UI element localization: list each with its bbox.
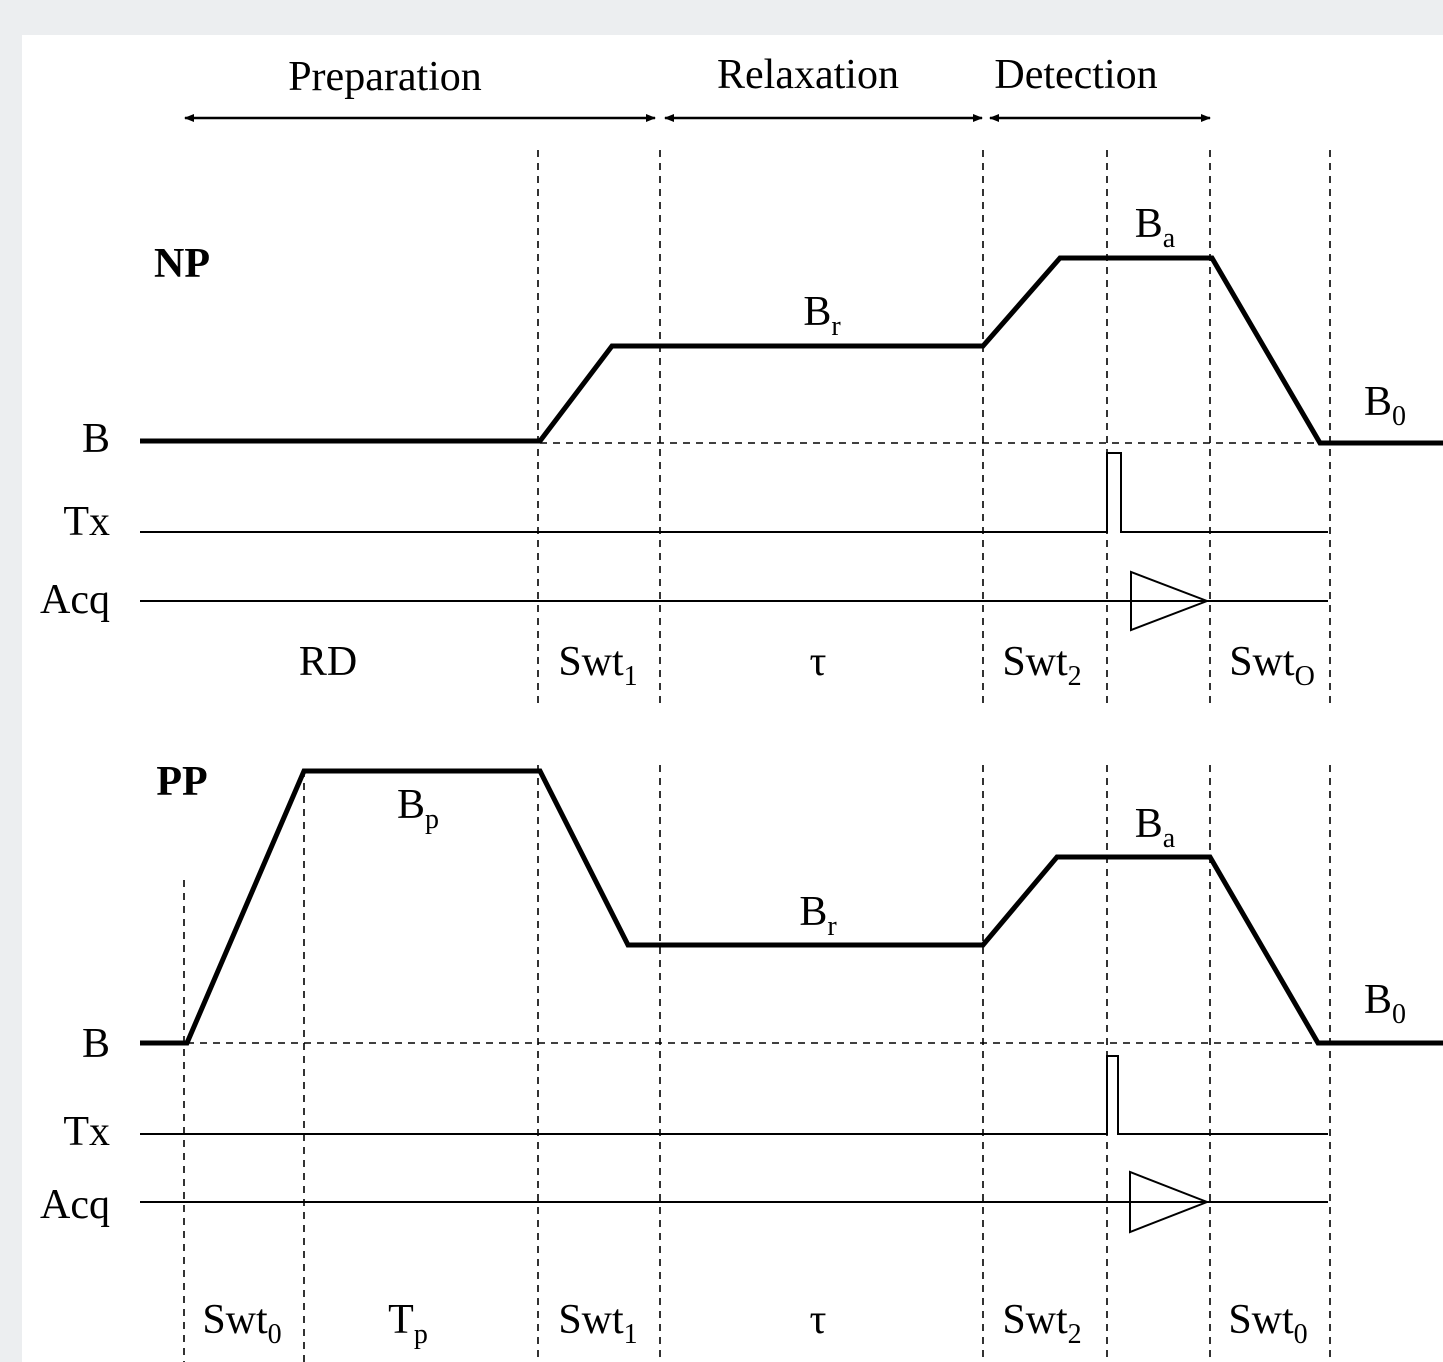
field-level-label-sub: a: [1163, 223, 1176, 254]
field-level-label-base: B: [1364, 977, 1392, 1023]
interval-label: τ: [810, 639, 827, 685]
phase-label: Relaxation: [717, 52, 899, 98]
interval-label-base: Swt: [202, 1297, 268, 1343]
np-field-trace: [140, 255, 1443, 446]
field-level-label: Br: [799, 889, 837, 942]
interval-label: Swt0: [202, 1297, 281, 1350]
signal-label: Tx: [63, 1109, 110, 1155]
pp-dividers: [183, 765, 1331, 1362]
field-level-label-sub: a: [1163, 823, 1176, 854]
interval-label-sub: 1: [624, 1319, 638, 1350]
field-level-label-sub: p: [425, 804, 439, 835]
field-level-label: B0: [1364, 379, 1406, 432]
signal-label: Acq: [40, 1182, 110, 1228]
field-level-label-sub: r: [831, 311, 841, 342]
pp-acq-signal: [1129, 1170, 1210, 1234]
np-dividers: [537, 150, 1331, 705]
field-level-label: Br: [803, 289, 841, 342]
np-acq-signal: [1130, 570, 1210, 632]
interval-label-base: T: [388, 1297, 414, 1343]
signal-label: B: [82, 1021, 110, 1067]
interval-label: Swt1: [558, 639, 637, 692]
interval-label-base: Swt: [558, 639, 624, 685]
interval-label-sub: p: [414, 1319, 428, 1350]
interval-label-sub: 1: [624, 661, 638, 692]
field-level-label-sub: r: [827, 911, 837, 942]
field-level-label-sub: 0: [1392, 401, 1406, 432]
interval-label: Swt0: [1228, 1297, 1307, 1350]
interval-label: τ: [810, 1297, 827, 1343]
field-level-label: B0: [1364, 977, 1406, 1030]
field-level-label-base: B: [803, 289, 831, 335]
interval-label: SwtO: [1229, 639, 1315, 692]
field-level-label: Ba: [1135, 801, 1176, 854]
signal-label: Acq: [40, 577, 110, 623]
interval-label-sub: 2: [1068, 661, 1082, 692]
interval-label-sub: O: [1295, 661, 1315, 692]
panel-name: NP: [154, 241, 210, 287]
pp-tx-trace: [140, 1055, 1328, 1135]
field-level-label-base: B: [397, 782, 425, 828]
field-level-label-base: B: [1135, 201, 1163, 247]
interval-label: Tp: [388, 1297, 428, 1350]
field-level-label-base: B: [799, 889, 827, 935]
field-level-label-base: B: [1364, 379, 1392, 425]
interval-label: Swt1: [558, 1297, 637, 1350]
phase-label: Preparation: [288, 54, 482, 100]
interval-label-base: Swt: [1002, 1297, 1068, 1343]
field-level-label-base: B: [1135, 801, 1163, 847]
np-tx-trace: [140, 452, 1328, 533]
signal-label: Tx: [63, 499, 110, 545]
interval-label: Swt2: [1002, 1297, 1081, 1350]
pp-field-trace: [140, 768, 1443, 1046]
interval-label-base: Swt: [558, 1297, 624, 1343]
interval-label-base: Swt: [1002, 639, 1068, 685]
field-level-label-sub: 0: [1392, 999, 1406, 1030]
signal-label: B: [82, 416, 110, 462]
interval-label-sub: 0: [1294, 1319, 1308, 1350]
interval-label-sub: 2: [1068, 1319, 1082, 1350]
interval-label-sub: 0: [268, 1319, 282, 1350]
interval-label: RD: [299, 639, 357, 685]
interval-label: Swt2: [1002, 639, 1081, 692]
phase-label: Detection: [994, 52, 1157, 98]
canvas: [22, 35, 1443, 1362]
field-level-label: Bp: [397, 782, 439, 835]
field-level-label: Ba: [1135, 201, 1176, 254]
interval-label-base: Swt: [1229, 639, 1295, 685]
interval-label-base: Swt: [1228, 1297, 1294, 1343]
panel-name: PP: [156, 759, 207, 805]
